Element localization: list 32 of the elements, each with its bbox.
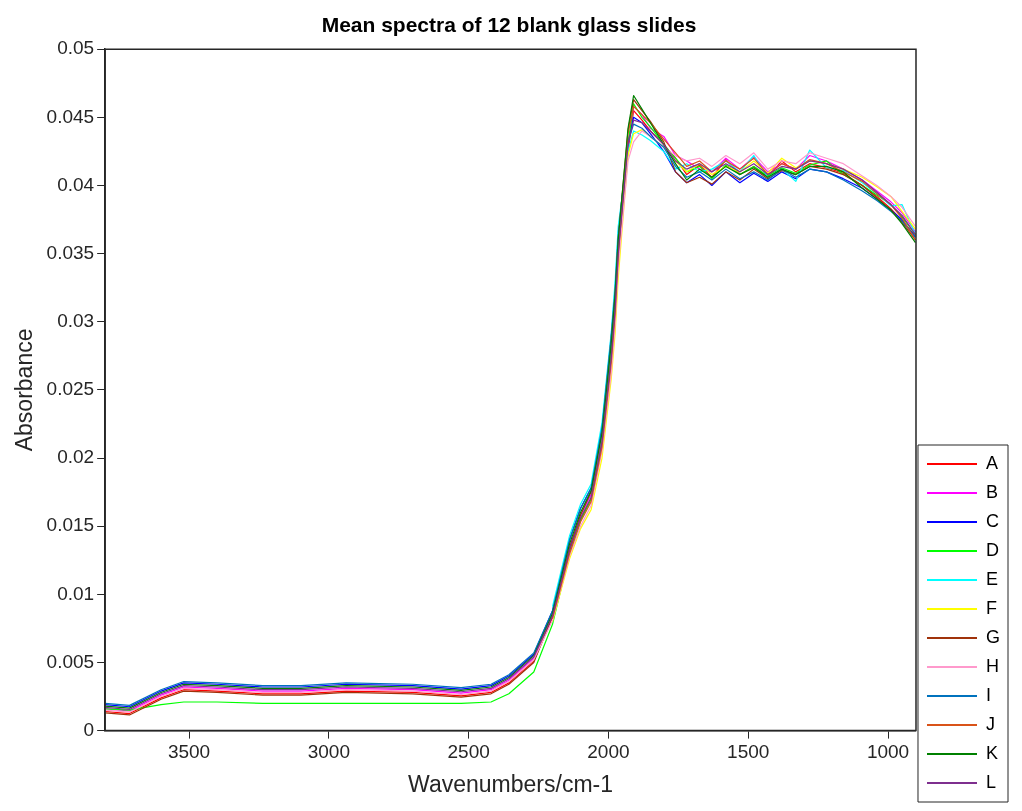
y-tick-label: 0.03 [57,309,95,331]
legend-label: C [986,510,999,531]
x-axis-title: Wavenumbers/cm-1 [408,770,614,797]
x-tick-label: 2500 [447,741,490,763]
y-tick-label: 0.035 [46,241,95,263]
y-tick-label: 0.045 [46,105,95,127]
legend-label: H [986,655,999,676]
legend-label: L [986,771,997,792]
y-tick-label: 0.005 [46,650,95,672]
legend-label: G [986,626,1001,647]
y-tick-label: 0.015 [46,514,95,536]
y-tick-label: 0.01 [57,582,95,604]
legend-label: E [986,568,999,589]
x-tick-label: 2000 [587,741,630,763]
chart-title: Mean spectra of 12 blank glass slides [321,13,697,37]
legend-label: J [986,713,995,734]
legend-label: A [986,452,999,473]
legend-label: K [986,742,999,763]
x-tick-label: 1000 [866,741,910,763]
x-tick-label: 1500 [727,741,770,763]
x-tick-label: 3000 [307,741,350,763]
y-tick-label: 0.04 [57,173,95,195]
legend-label: F [986,597,997,618]
x-tick-label: 3500 [167,741,211,763]
legend-label: I [986,684,992,705]
legend-label: D [986,539,999,560]
legend-label: B [986,481,999,502]
y-tick-label: 0 [83,718,95,740]
y-tick-label: 0.025 [46,378,95,400]
y-tick-label: 0.05 [57,37,95,59]
y-axis-title: Absorbance [11,328,38,452]
y-tick-label: 0.02 [57,446,95,468]
